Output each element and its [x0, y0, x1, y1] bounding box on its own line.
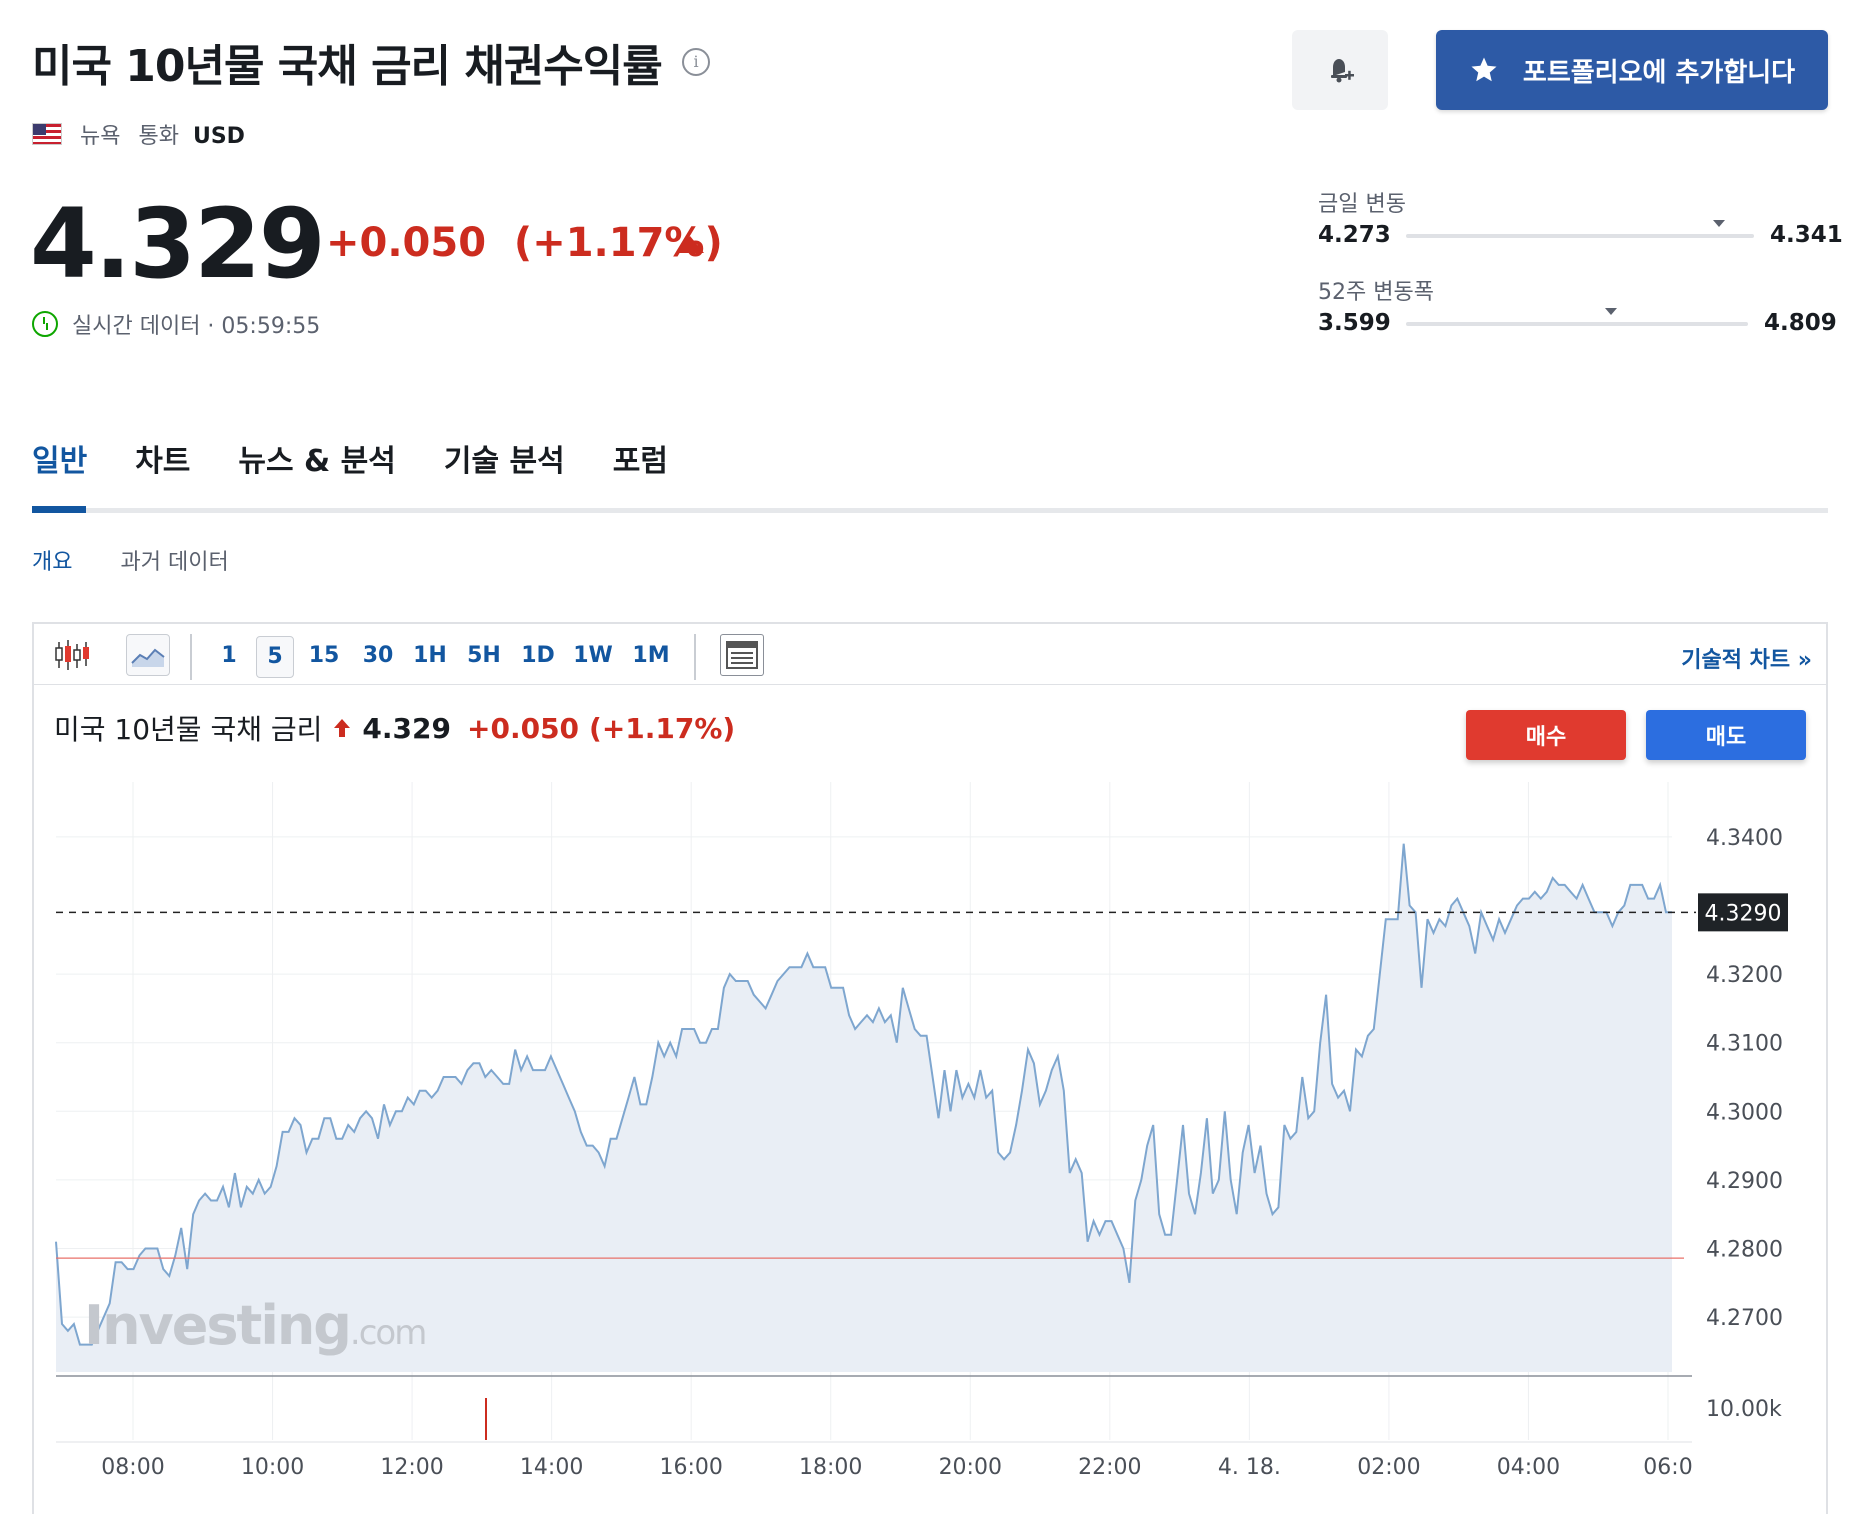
- up-arrow-icon: [334, 719, 351, 737]
- price-area: [56, 843, 1672, 1372]
- week52-range-label: 52주 변동폭: [1318, 280, 1434, 305]
- tab-divider: [32, 508, 1828, 513]
- week52-range-bar: [1406, 322, 1748, 326]
- chart-title: 미국 10년물 국채 금리 4.329 +0.050 (+1.17%): [54, 708, 735, 748]
- timeframe-1[interactable]: 1: [221, 643, 237, 668]
- x-tick-label: 14:00: [520, 1455, 583, 1480]
- layout-button[interactable]: [720, 634, 764, 676]
- timeframe-15[interactable]: 15: [308, 643, 340, 668]
- price-line: [55, 843, 1672, 1346]
- tab-chart[interactable]: 차트: [135, 444, 191, 479]
- chart-toolbar: 1 5 15 30 1H 5H 1D 1W 1M 기술적 차트 »: [34, 624, 1826, 685]
- y-tick-label: 4.3000: [1706, 1100, 1783, 1125]
- add-alert-button[interactable]: [1292, 30, 1388, 110]
- x-tick-label: 08:00: [101, 1455, 164, 1480]
- week52-low: 3.599: [1318, 310, 1391, 336]
- up-arrow-icon: [676, 236, 704, 253]
- last-price: 4.329: [30, 188, 326, 300]
- volume-axis-label: 10.00k: [1706, 1397, 1782, 1422]
- x-tick-label: 22:00: [1078, 1455, 1141, 1480]
- sub-tabs: 개요 과거 데이터: [32, 544, 229, 576]
- chart-change-percent: (+1.17%): [589, 711, 736, 745]
- tab-news-analysis[interactable]: 뉴스 & 분석: [238, 444, 396, 479]
- layout-icon: [726, 641, 758, 669]
- daily-low: 4.273: [1318, 222, 1391, 248]
- exchange-label: 뉴욕: [80, 124, 121, 149]
- timeframe-1w[interactable]: 1W: [573, 643, 613, 668]
- week52-range-marker: [1605, 308, 1618, 315]
- area-chart-button[interactable]: [126, 634, 170, 676]
- x-tick-label: 04:00: [1497, 1455, 1560, 1480]
- currency-label: 통화: [138, 124, 179, 149]
- toolbar-separator: [190, 634, 192, 680]
- y-tick-label: 4.2800: [1706, 1238, 1783, 1263]
- x-tick-label: 12:00: [380, 1455, 443, 1480]
- change-value: +0.050: [326, 220, 487, 266]
- chart-instrument-name: 미국 10년물 국채 금리: [54, 713, 323, 746]
- buy-button[interactable]: 매수: [1466, 710, 1626, 760]
- y-tick-label: 4.2700: [1706, 1306, 1783, 1331]
- timeframe-1h[interactable]: 1H: [413, 643, 447, 668]
- daily-high: 4.341: [1770, 222, 1843, 248]
- currency-value: USD: [192, 124, 245, 149]
- instrument-meta: 뉴욕 통화 USD: [32, 118, 245, 150]
- bell-plus-icon: [1331, 59, 1354, 83]
- timeframe-5h[interactable]: 5H: [467, 643, 501, 668]
- timeframe-30[interactable]: 30: [362, 643, 394, 668]
- subtab-summary[interactable]: 개요: [32, 550, 73, 575]
- investing-watermark-suffix: .com: [350, 1313, 425, 1353]
- active-tab-indicator: [32, 506, 86, 513]
- daily-range-label: 금일 변동: [1318, 192, 1406, 217]
- portfolio-button-label: 포트폴리오에 추가합니다: [1522, 57, 1796, 88]
- technical-chart-link[interactable]: 기술적 차트 »: [1681, 648, 1812, 673]
- info-icon[interactable]: i: [682, 48, 710, 76]
- x-tick-label: 16:00: [659, 1455, 722, 1480]
- x-tick-label: 06:0: [1643, 1455, 1692, 1480]
- realtime-status: 실시간 데이터 · 05:59:55: [32, 308, 320, 340]
- sell-button[interactable]: 매도: [1646, 710, 1806, 760]
- subtab-historical-data[interactable]: 과거 데이터: [120, 550, 229, 575]
- timeframe-5[interactable]: 5: [256, 636, 294, 678]
- timeframe-1d[interactable]: 1D: [521, 643, 555, 668]
- y-tick-label: 4.3400: [1706, 826, 1783, 851]
- main-tabs: 일반 차트 뉴스 & 분석 기술 분석 포럼: [32, 436, 668, 480]
- candlestick-icon[interactable]: [54, 638, 90, 672]
- tab-technical[interactable]: 기술 분석: [443, 444, 565, 479]
- daily-range-marker: [1713, 220, 1726, 227]
- y-tick-label: 4.3100: [1706, 1032, 1783, 1057]
- tab-overview[interactable]: 일반: [32, 444, 88, 479]
- y-tick-label: 4.3200: [1706, 963, 1783, 988]
- star-icon: [1471, 57, 1497, 82]
- us-flag-icon: [32, 123, 62, 145]
- chart-price: 4.329: [362, 711, 451, 745]
- chart-panel: [32, 622, 1828, 1514]
- current-price-label: 4.3290: [1705, 901, 1782, 926]
- x-tick-label: 18:00: [799, 1455, 862, 1480]
- area-chart-icon: [131, 648, 165, 667]
- timeframe-1m[interactable]: 1M: [632, 643, 670, 668]
- x-tick-label: 20:00: [939, 1455, 1002, 1480]
- add-to-portfolio-button[interactable]: 포트폴리오에 추가합니다: [1436, 30, 1828, 110]
- realtime-label: 실시간 데이터 · 05:59:55: [72, 314, 321, 339]
- toolbar-separator: [694, 634, 696, 680]
- week52-high: 4.809: [1764, 310, 1837, 336]
- current-price-badge: [1698, 893, 1788, 932]
- x-tick-label: 10:00: [241, 1455, 304, 1480]
- clock-icon: [32, 311, 58, 337]
- x-tick-label: 4. 18.: [1218, 1455, 1281, 1480]
- chart-change: +0.050: [467, 711, 580, 745]
- daily-range-bar: [1406, 234, 1754, 238]
- y-tick-label: 4.2900: [1706, 1169, 1783, 1194]
- tab-forum[interactable]: 포럼: [612, 444, 668, 479]
- page-title: 미국 10년물 국채 금리 채권수익률: [32, 41, 663, 92]
- x-tick-label: 02:00: [1357, 1455, 1420, 1480]
